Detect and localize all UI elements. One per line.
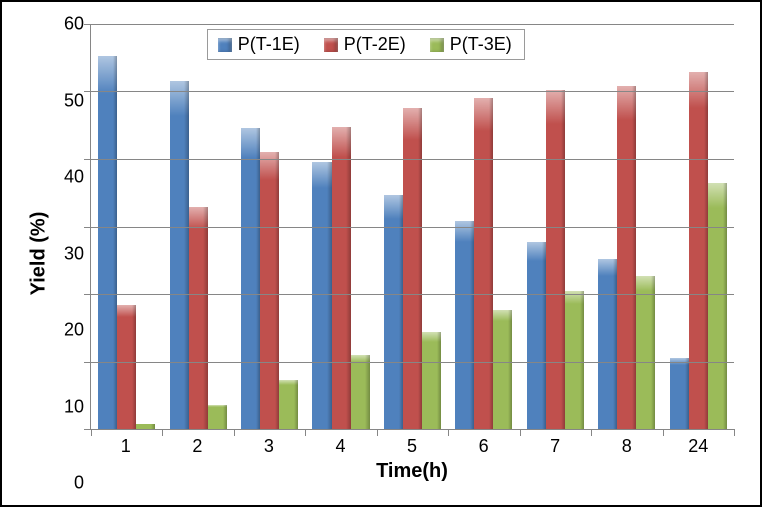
bar	[98, 56, 117, 429]
gridline	[91, 24, 734, 25]
bar	[117, 305, 136, 429]
x-tick-label: 24	[663, 430, 735, 458]
x-tick-mark	[591, 429, 592, 436]
y-tick-label: 20	[64, 320, 84, 341]
bar	[312, 162, 331, 429]
y-tick-mark	[84, 91, 91, 92]
gridline	[91, 294, 734, 295]
bar	[208, 405, 227, 429]
legend-item: P(T-2E)	[324, 34, 406, 55]
x-axis-title: Time(h)	[90, 458, 734, 483]
bar	[527, 242, 546, 429]
bar	[565, 291, 584, 429]
x-tick-label: 2	[162, 430, 234, 458]
x-tick-label: 5	[376, 430, 448, 458]
bar	[384, 195, 403, 429]
legend-label: P(T-2E)	[344, 34, 406, 55]
legend-label: P(T-3E)	[450, 34, 512, 55]
x-tick-mark	[734, 429, 735, 436]
x-tick-label: 4	[305, 430, 377, 458]
plot-area: P(T-1E) P(T-2E) P(T-3E)	[90, 24, 734, 430]
y-tick-mark	[84, 362, 91, 363]
bar	[260, 152, 279, 429]
y-tick-label: 10	[64, 396, 84, 417]
bar	[455, 221, 474, 429]
bar	[279, 380, 298, 429]
y-tick-mark	[84, 294, 91, 295]
x-tick-label: 8	[591, 430, 663, 458]
x-tick-mark	[448, 429, 449, 436]
x-tick-mark	[162, 429, 163, 436]
legend-swatch	[324, 38, 338, 52]
bar	[403, 108, 422, 429]
gridline	[91, 159, 734, 160]
plot-column: P(T-1E) P(T-2E) P(T-3E) 1234567824 Time(h)	[90, 24, 734, 483]
y-tick-mark	[84, 429, 91, 430]
bar	[189, 207, 208, 429]
bar	[598, 259, 617, 429]
gridline	[91, 91, 734, 92]
bar	[241, 128, 260, 429]
y-tick-mark	[84, 227, 91, 228]
y-tick-label: 0	[74, 473, 84, 494]
bar	[636, 276, 655, 429]
bar	[332, 127, 351, 429]
x-tick-label: 6	[448, 430, 520, 458]
bar	[689, 72, 708, 429]
bar	[617, 86, 636, 429]
y-tick-mark	[84, 24, 91, 25]
gridline	[91, 227, 734, 228]
x-tick-mark	[234, 429, 235, 436]
chart-row: Yield (%) 0102030405060 P(T-1E)P(T-2E)P(…	[24, 24, 734, 483]
legend-label: P(T-1E)	[238, 34, 300, 55]
bar	[493, 310, 512, 429]
y-tick-label: 60	[64, 14, 84, 35]
x-tick-label: 7	[519, 430, 591, 458]
bar	[670, 358, 689, 429]
x-tick-labels: 1234567824	[90, 430, 734, 458]
legend-swatch	[430, 38, 444, 52]
x-tick-label: 3	[233, 430, 305, 458]
x-tick-mark	[91, 429, 92, 436]
x-tick-mark	[377, 429, 378, 436]
y-tick-label: 50	[64, 90, 84, 111]
y-tick-mark	[84, 159, 91, 160]
x-tick-mark	[520, 429, 521, 436]
legend-item: P(T-3E)	[430, 34, 512, 55]
x-tick-label: 1	[90, 430, 162, 458]
chart-frame: Yield (%) 0102030405060 P(T-1E)P(T-2E)P(…	[0, 0, 762, 507]
bar	[708, 183, 727, 429]
x-tick-mark	[305, 429, 306, 436]
bar	[351, 355, 370, 429]
y-tick-labels: 0102030405060	[54, 24, 90, 483]
x-tick-mark	[663, 429, 664, 436]
legend: P(T-1E) P(T-2E) P(T-3E)	[207, 29, 525, 60]
bar	[474, 98, 493, 429]
y-tick-label: 40	[64, 167, 84, 188]
gridline	[91, 362, 734, 363]
y-tick-label: 30	[64, 243, 84, 264]
bar	[546, 90, 565, 429]
bar	[170, 81, 189, 429]
bar	[136, 424, 155, 429]
y-axis-title-container: Yield (%)	[24, 24, 54, 483]
legend-swatch	[218, 38, 232, 52]
bar	[422, 332, 441, 429]
legend-item: P(T-1E)	[218, 34, 300, 55]
y-axis-title: Yield (%)	[28, 212, 51, 296]
